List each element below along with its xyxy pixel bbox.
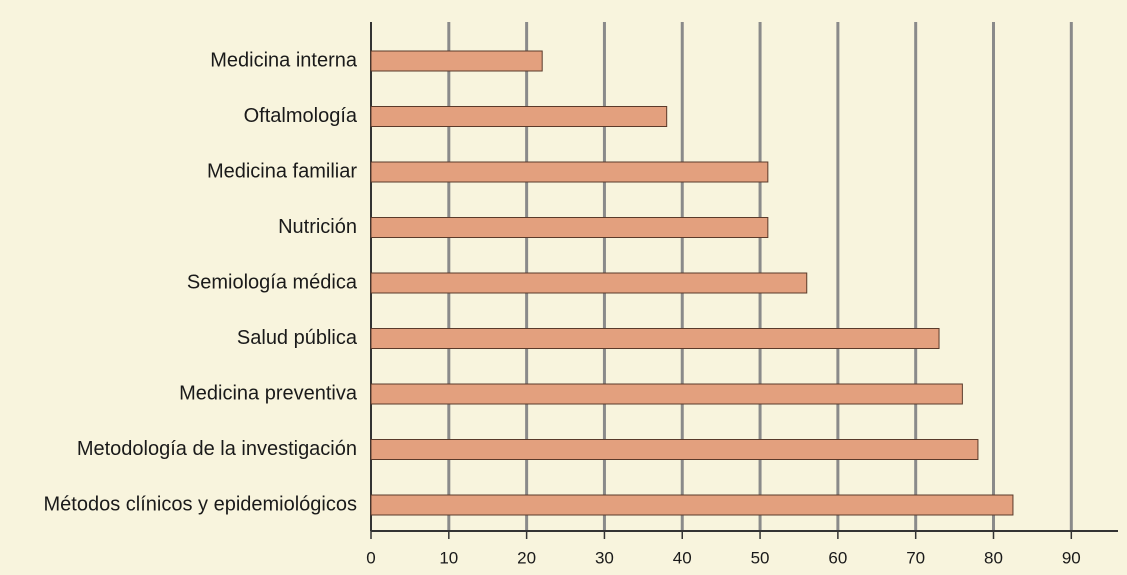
x-tick-label: 80 bbox=[984, 548, 1003, 567]
bar bbox=[370, 106, 668, 127]
y-tick-label: Semiología médica bbox=[187, 271, 358, 293]
x-tick-label: 70 bbox=[906, 548, 925, 567]
bar bbox=[370, 383, 963, 405]
y-tick-label: Medicina interna bbox=[210, 49, 358, 71]
y-tick-label: Medicina preventiva bbox=[179, 382, 358, 404]
x-tick-label: 90 bbox=[1062, 548, 1081, 567]
x-tick-label: 40 bbox=[673, 548, 692, 567]
x-tick-label: 30 bbox=[595, 548, 614, 567]
x-tick-label: 60 bbox=[828, 548, 847, 567]
bar bbox=[370, 439, 979, 460]
y-tick-label: Oftalmología bbox=[244, 105, 358, 127]
bar bbox=[370, 494, 1014, 516]
bar bbox=[370, 50, 543, 72]
y-tick-label: Nutrición bbox=[278, 216, 357, 238]
bar bbox=[370, 217, 769, 238]
bar bbox=[370, 328, 940, 349]
x-tick-label: 20 bbox=[517, 548, 536, 567]
x-tick-label: 0 bbox=[366, 548, 375, 567]
x-tick-label: 10 bbox=[439, 548, 458, 567]
bar bbox=[370, 161, 769, 183]
bar bbox=[370, 272, 808, 294]
x-tick-label: 50 bbox=[751, 548, 770, 567]
y-tick-label: Métodos clínicos y epidemiológicos bbox=[44, 493, 358, 515]
y-tick-label: Metodología de la investigación bbox=[77, 438, 357, 460]
y-tick-label: Salud pública bbox=[237, 327, 358, 349]
y-tick-label: Medicina familiar bbox=[207, 160, 357, 182]
